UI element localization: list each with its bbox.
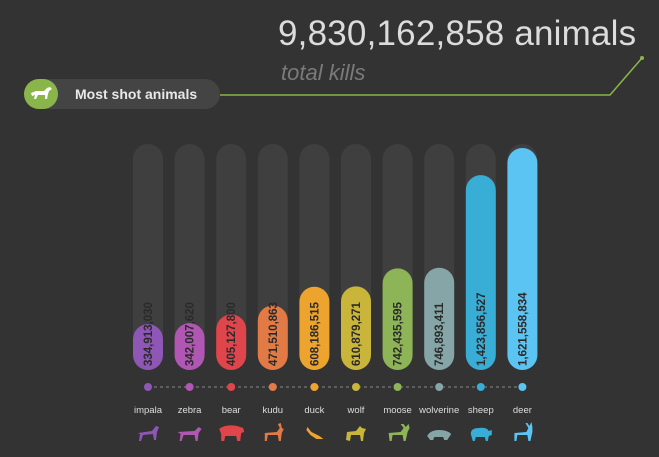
zebra-icon	[177, 427, 202, 441]
bar-bear	[216, 314, 247, 370]
category-dot-deer	[518, 383, 527, 391]
bar-sheep	[465, 175, 496, 370]
category-label-bear: bear	[222, 405, 241, 416]
value-label-bear: 405,127,800	[226, 302, 238, 366]
sheep-icon	[470, 427, 492, 441]
category-dot-wolverine	[435, 383, 444, 391]
value-label-sheep: 1,423,856,527	[476, 292, 488, 366]
impala-icon	[138, 426, 159, 441]
connector-end-dot	[640, 56, 644, 60]
value-label-wolverine: 746,893,411	[434, 302, 446, 366]
category-label-deer: deer	[513, 405, 532, 416]
bar-deer	[507, 148, 538, 370]
category-label-zebra: zebra	[178, 405, 202, 416]
category-dot-moose	[393, 383, 402, 391]
category-dot-bear	[227, 383, 236, 391]
bar-track-bear	[216, 144, 247, 370]
category-dot-zebra	[185, 383, 194, 391]
category-dot-kudu	[268, 383, 277, 391]
category-label-wolverine: wolverine	[418, 405, 459, 416]
category-label-wolf: wolf	[347, 405, 365, 416]
kudu-icon	[264, 423, 284, 441]
deer-icon	[514, 422, 533, 441]
category-dot-impala	[144, 383, 152, 391]
bear-icon	[219, 425, 245, 441]
total-kills-value: 9,830,162,858 animals	[278, 14, 637, 53]
wolf-icon	[346, 426, 366, 441]
category-dot-duck	[310, 383, 319, 391]
bar-zebra	[174, 323, 205, 370]
value-label-wolf: 610,879,271	[351, 301, 363, 366]
category-dot-wolf	[352, 383, 360, 391]
header-connector-line	[220, 57, 643, 96]
category-label-duck: duck	[304, 405, 324, 416]
bar-moose	[382, 268, 413, 370]
bar-track-zebra	[174, 144, 205, 370]
bar-kudu	[257, 305, 288, 370]
total-kills-caption: total kills	[281, 60, 366, 85]
value-label-duck: 608,186,515	[309, 301, 321, 366]
moose-icon	[388, 424, 410, 441]
bar-duck	[299, 286, 330, 370]
value-label-zebra: 342,007,620	[185, 302, 197, 366]
bar-wolf	[341, 286, 371, 370]
duck-icon	[306, 427, 324, 439]
bar-impala	[133, 324, 163, 370]
section-title: Most shot animals	[75, 86, 198, 102]
value-label-moose: 742,435,595	[393, 301, 405, 366]
wolverine-icon	[427, 430, 452, 440]
value-label-deer: 1,621,558,834	[517, 292, 529, 366]
bar-track-impala	[133, 144, 163, 370]
category-label-kudu: kudu	[262, 405, 283, 416]
bar-wolverine	[424, 267, 455, 370]
value-label-kudu: 471,510,863	[268, 302, 280, 366]
category-dot-sheep	[476, 383, 485, 391]
category-label-impala: impala	[134, 405, 163, 416]
horse-icon	[24, 79, 58, 109]
category-label-moose: moose	[383, 405, 412, 416]
value-label-impala: 334,913,030	[143, 302, 155, 366]
category-label-sheep: sheep	[468, 405, 494, 416]
